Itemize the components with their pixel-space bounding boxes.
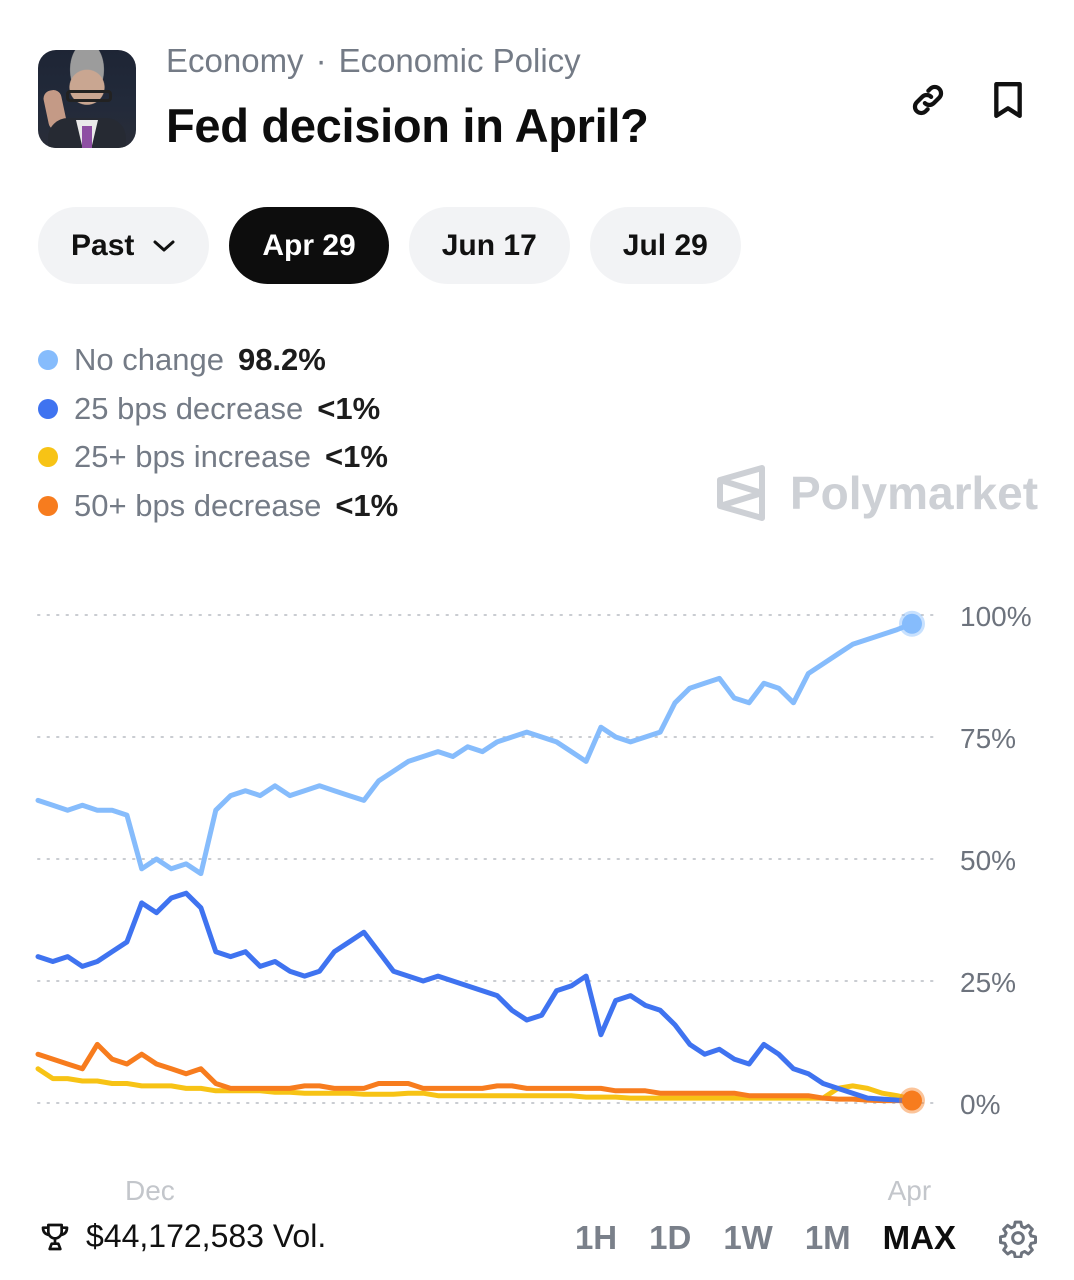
chart-lines: [35, 621, 915, 1104]
date-selector: Past Apr 29 Jun 17 Jul 29: [38, 207, 741, 284]
breadcrumb-category[interactable]: Economy: [166, 42, 304, 79]
legend-dot: [38, 398, 58, 419]
series-line-no-change: [35, 621, 915, 877]
y-tick-label: 50%: [960, 845, 1016, 876]
legend-item-no-change[interactable]: No change 98.2%: [38, 336, 398, 385]
chevron-down-icon: [152, 238, 176, 254]
x-axis-labels: Dec Apr: [125, 1175, 931, 1206]
legend-value: <1%: [324, 439, 388, 475]
date-pill-label: Apr 29: [262, 228, 356, 262]
gear-icon: [999, 1220, 1037, 1258]
legend-label: 25+ bps increase: [74, 439, 311, 475]
range-1d[interactable]: 1D: [649, 1219, 692, 1256]
chart-legend: No change 98.2% 25 bps decrease <1% 25+ …: [38, 336, 398, 530]
market-title: Fed decision in April?: [166, 99, 649, 152]
endpoint-marker: [902, 1090, 922, 1111]
legend-item-50-plus-bps-decrease[interactable]: 50+ bps decrease <1%: [38, 482, 398, 531]
range-1m[interactable]: 1M: [804, 1219, 851, 1256]
chart-endpoints: [899, 610, 925, 1114]
date-pill-label: Jul 29: [622, 228, 708, 262]
legend-value: <1%: [335, 487, 399, 523]
bookmark-button[interactable]: [986, 78, 1030, 122]
chart-footer: $44,172,583 Vol. 1H 1D 1W 1M MAX: [38, 1218, 1038, 1268]
legend-dot: [38, 447, 58, 468]
range-max[interactable]: MAX: [882, 1219, 956, 1256]
x-tick-label: Dec: [125, 1175, 175, 1206]
legend-label: 50+ bps decrease: [74, 487, 322, 523]
y-tick-label: 25%: [960, 967, 1016, 998]
breadcrumb-subcategory[interactable]: Economic Policy: [338, 42, 581, 79]
market-image: [38, 50, 136, 148]
watermark-text: Polymarket: [790, 467, 1039, 519]
volume-text: $44,172,583 Vol.: [86, 1218, 327, 1254]
endpoint-marker: [902, 613, 922, 634]
breadcrumb-separator: ·: [315, 42, 327, 79]
legend-value: 98.2%: [237, 342, 326, 378]
legend-dot: [38, 495, 58, 516]
copy-link-button[interactable]: [906, 78, 950, 122]
probability-chart[interactable]: 100% 75% 50% 25% 0% Dec Apr: [0, 560, 1074, 1210]
market-header: Economy · Economic Policy Fed decision in …: [38, 42, 1038, 158]
legend-item-25-plus-bps-increase[interactable]: 25+ bps increase <1%: [38, 433, 398, 482]
legend-label: 25 bps decrease: [74, 390, 304, 426]
chart-grid: [37, 614, 941, 1104]
series-line-25-bps-decrease: [35, 890, 915, 1104]
volume: $44,172,583 Vol.: [38, 1218, 326, 1255]
legend-dot: [38, 350, 58, 371]
date-pill-label: Past: [71, 228, 135, 262]
series-line-50-bps-decrease: [35, 1041, 915, 1104]
range-1h[interactable]: 1H: [574, 1219, 618, 1256]
bookmark-icon: [994, 81, 1022, 118]
legend-label: No change: [74, 342, 224, 378]
polymarket-watermark: Polymarket: [716, 464, 1038, 522]
y-tick-label: 75%: [960, 723, 1016, 754]
trophy-icon: [41, 1223, 69, 1250]
date-pill-past[interactable]: Past: [38, 207, 210, 284]
time-range-selector: 1H 1D 1W 1M MAX: [543, 1218, 1038, 1258]
y-tick-label: 0%: [960, 1089, 1000, 1120]
y-axis-labels: 100% 75% 50% 25% 0%: [960, 601, 1032, 1120]
link-icon: [912, 84, 944, 116]
breadcrumb: Economy · Economic Policy: [166, 42, 581, 80]
date-pill-apr-29[interactable]: Apr 29: [229, 207, 389, 284]
y-tick-label: 100%: [960, 601, 1032, 632]
legend-item-25-bps-decrease[interactable]: 25 bps decrease <1%: [38, 385, 398, 434]
chart-settings-button[interactable]: [998, 1218, 1038, 1258]
date-pill-jun-17[interactable]: Jun 17: [408, 207, 570, 284]
range-1w[interactable]: 1W: [723, 1219, 773, 1256]
date-pill-jul-29[interactable]: Jul 29: [589, 207, 741, 284]
x-tick-label: Apr: [888, 1175, 932, 1206]
legend-value: <1%: [317, 390, 381, 426]
date-pill-label: Jun 17: [441, 228, 537, 262]
polymarket-logo-icon: [717, 465, 765, 521]
